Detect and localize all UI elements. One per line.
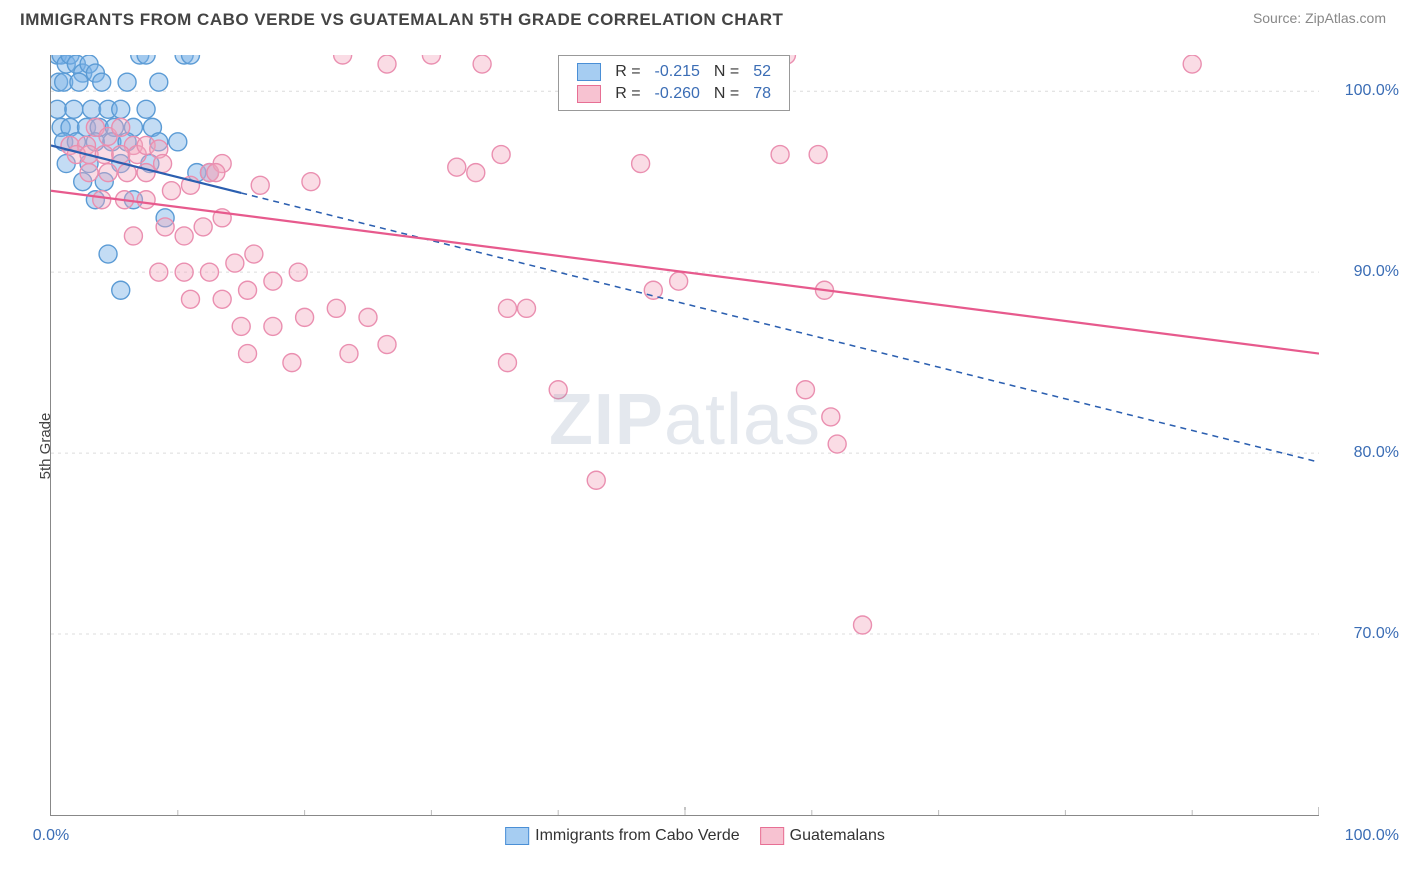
chart-source: Source: ZipAtlas.com — [1253, 10, 1386, 26]
x-tick-right: 100.0% — [1329, 827, 1399, 845]
plot-area: ZIPatlas R =-0.215N =52R =-0.260N =78 70… — [50, 55, 1319, 816]
legend-label: Immigrants from Cabo Verde — [535, 827, 740, 844]
y-tick-label: 100.0% — [1329, 82, 1399, 100]
legend-label: Guatemalans — [790, 827, 885, 844]
y-tick-label: 80.0% — [1329, 444, 1399, 462]
series-legend: Immigrants from Cabo Verde Guatemalans — [485, 827, 885, 845]
x-tick-left: 0.0% — [33, 827, 69, 845]
correlation-legend: R =-0.215N =52 R =-0.260N =78 — [558, 55, 790, 111]
legend-swatch — [760, 827, 784, 845]
n-label: N = — [708, 62, 745, 82]
legend-swatch — [577, 63, 601, 81]
legend-swatch — [505, 827, 529, 845]
chart-title: IMMIGRANTS FROM CABO VERDE VS GUATEMALAN… — [20, 10, 783, 30]
n-value: 78 — [747, 84, 777, 104]
y-tick-label: 90.0% — [1329, 263, 1399, 281]
legend-swatch — [577, 85, 601, 103]
r-label: R = — [609, 84, 646, 104]
r-label: R = — [609, 62, 646, 82]
r-value: -0.215 — [649, 62, 706, 82]
chart-header: IMMIGRANTS FROM CABO VERDE VS GUATEMALAN… — [0, 0, 1406, 50]
n-value: 52 — [747, 62, 777, 82]
r-value: -0.260 — [649, 84, 706, 104]
n-label: N = — [708, 84, 745, 104]
chart-svg — [51, 55, 1319, 815]
y-tick-label: 70.0% — [1329, 625, 1399, 643]
